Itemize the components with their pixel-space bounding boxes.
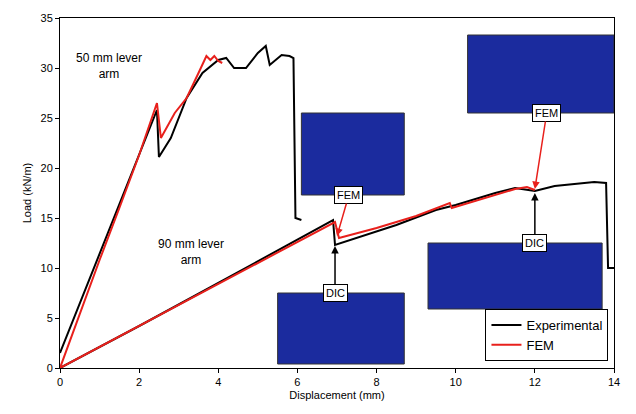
svg-text:6: 6 [294, 376, 300, 388]
svg-text:0: 0 [47, 362, 53, 374]
svg-text:25: 25 [41, 112, 53, 124]
svg-text:4: 4 [215, 376, 221, 388]
svg-text:FEM: FEM [526, 338, 553, 353]
svg-text:2: 2 [136, 376, 142, 388]
svg-text:35: 35 [41, 12, 53, 24]
svg-text:Load (kN/m): Load (kN/m) [21, 163, 33, 224]
svg-text:DIC: DIC [326, 287, 345, 299]
svg-text:Experimental: Experimental [526, 318, 602, 333]
svg-text:15: 15 [41, 212, 53, 224]
svg-text:0: 0 [57, 376, 63, 388]
svg-text:10: 10 [41, 262, 53, 274]
svg-text:90 mm leverarm: 90 mm leverarm [158, 237, 224, 267]
svg-text:FEM: FEM [337, 189, 360, 201]
svg-text:30: 30 [41, 62, 53, 74]
svg-text:14: 14 [608, 376, 620, 388]
svg-text:20: 20 [41, 162, 53, 174]
svg-text:5: 5 [47, 312, 53, 324]
svg-text:10: 10 [450, 376, 462, 388]
svg-text:12: 12 [529, 376, 541, 388]
svg-text:Displacement (mm): Displacement (mm) [289, 389, 384, 401]
svg-text:DIC: DIC [525, 237, 544, 249]
svg-text:50 mm leverarm: 50 mm leverarm [76, 51, 142, 81]
svg-text:8: 8 [374, 376, 380, 388]
svg-text:FEM: FEM [535, 107, 558, 119]
